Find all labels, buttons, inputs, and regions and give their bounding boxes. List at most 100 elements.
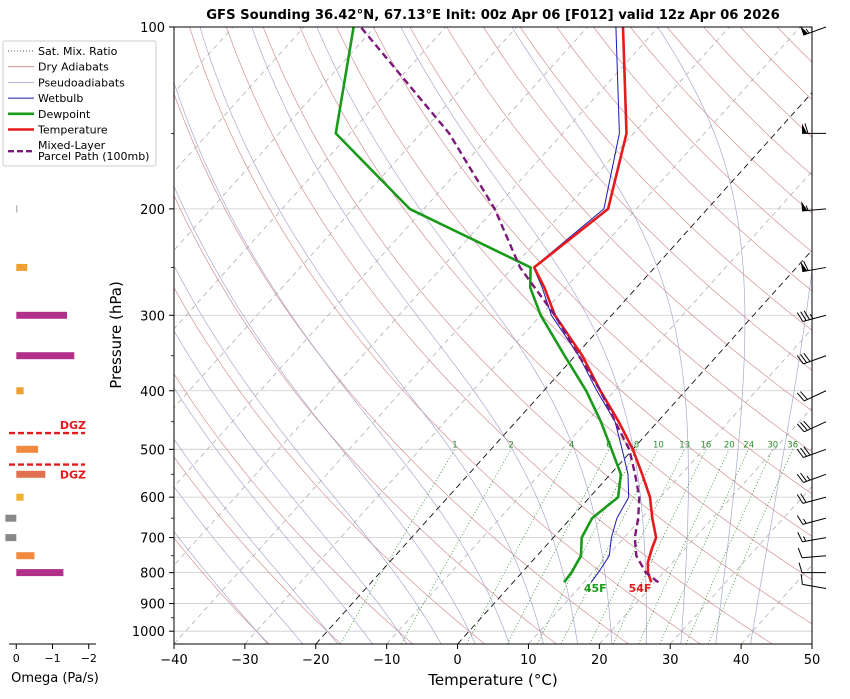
omega-tick-label: −2: [81, 652, 97, 665]
omega-panel: DGZ DGZ 0 −1 −2: [5, 205, 96, 665]
mixed-layer-parcel-path-mb-trace: [361, 27, 659, 582]
omega-bar: [16, 569, 63, 576]
wind-barb: [802, 123, 826, 133]
mixing-ratio-label: 20: [724, 440, 735, 450]
x-tick-label: 0: [453, 653, 461, 668]
x-tick-label: −30: [231, 653, 258, 668]
y-tick-label: 400: [140, 385, 165, 400]
mixing-ratio-label: 13: [679, 440, 690, 450]
x-tick-label: 20: [591, 653, 608, 668]
mixing-ratio-label: 16: [700, 440, 711, 450]
wind-barb: [801, 261, 826, 271]
dry-adiabat-line: [483, 27, 850, 644]
omega-tick-label: 0: [13, 652, 20, 665]
omega-bar: [16, 446, 38, 453]
pseudoadiabat-line: [200, 27, 543, 644]
mixing-ratio-label: 2: [508, 440, 513, 450]
wind-barb-staff: [802, 556, 826, 558]
pressure-gridlines: [174, 27, 812, 631]
omega-bar: [16, 312, 67, 319]
y-tick-label: 1000: [132, 625, 165, 640]
wind-barb-staff: [802, 584, 826, 588]
dgz-label: DGZ: [60, 419, 86, 432]
wind-barb-flag: [798, 532, 803, 541]
mixing-ratio-line: [340, 449, 455, 644]
legend: Sat. Mix. Ratio Dry Adiabats Pseudoadiabat…: [3, 41, 156, 166]
pseudoadiabat-line: [751, 27, 822, 644]
legend-label: Pseudoadiabats: [38, 76, 125, 89]
omega-bar: [16, 387, 23, 394]
omega-bar: [16, 552, 34, 559]
dgz-label: DGZ: [60, 469, 86, 482]
mixing-ratio-line: [507, 449, 609, 644]
wind-barb-half-flag: [807, 476, 810, 480]
wind-barb-staff: [803, 518, 826, 524]
omega-bar: [5, 515, 16, 522]
mixing-ratio-label: 24: [743, 440, 754, 450]
surface-value-label: 45F: [584, 582, 607, 595]
isotherm-line: [812, 27, 850, 644]
omega-tick-label: −1: [44, 652, 60, 665]
omega-bar: [16, 264, 27, 271]
y-tick-label: 300: [140, 309, 165, 324]
legend-label: Dewpoint: [38, 108, 91, 121]
x-tick-label: −20: [302, 653, 329, 668]
wind-barb-staff: [803, 497, 826, 503]
isotherm-line: [245, 27, 800, 644]
x-tick-label: −10: [373, 653, 400, 668]
mixing-ratio-label: 36: [787, 440, 798, 450]
y-axis-label: Pressure (hPa): [107, 281, 125, 389]
mixing-ratio-lines: [340, 449, 792, 644]
legend-label: Dry Adiabats: [38, 61, 109, 74]
isotherm-line: [387, 27, 850, 644]
mixing-ratio-label: 30: [767, 440, 778, 450]
wind-barb-staff: [802, 538, 826, 542]
pseudoadiabat-line: [158, 27, 510, 644]
dry-adiabat-line: [814, 27, 850, 644]
isotherm-line: [174, 27, 729, 644]
dry-adiabat-line: [226, 27, 772, 644]
legend-label: Temperature: [37, 124, 108, 137]
wind-barb-flag: [797, 516, 803, 525]
wind-barb-staff: [803, 315, 826, 321]
mixing-ratio-line: [708, 449, 793, 644]
x-tick-label: 30: [662, 653, 679, 668]
mixing-ratio-line: [613, 449, 706, 644]
isotherm-line: [528, 27, 850, 644]
sounding-traces: [336, 27, 659, 582]
y-tick-label: 900: [140, 598, 165, 613]
dry-adiabat-line: [667, 27, 850, 644]
dry-adiabat-line: [410, 27, 850, 644]
mixing-ratio-label: 1: [452, 440, 457, 450]
wind-barb-staff: [803, 474, 826, 482]
y-tick-label: 500: [140, 443, 165, 458]
legend-label: Wetbulb: [38, 92, 83, 105]
dry-adiabat-line: [447, 27, 850, 644]
y-tick-label: 700: [140, 532, 165, 547]
pseudoadiabat-line: [512, 27, 689, 644]
wind-barb-staff: [804, 391, 826, 401]
x-axis-label: Temperature (°C): [427, 671, 557, 689]
wind-barb-flag: [798, 548, 802, 558]
pseudoadiabat-line: [252, 27, 578, 644]
mixing-ratio-label: 10: [653, 440, 664, 450]
x-tick-label: 10: [520, 653, 537, 668]
key-isotherm-line: [458, 27, 850, 644]
y-tick-label: 600: [140, 491, 165, 506]
omega-bar: [16, 494, 23, 501]
mixing-ratio-label: 8: [634, 440, 639, 450]
omega-bar: [16, 471, 45, 478]
temperature-trace: [534, 27, 656, 582]
x-tick-label: 40: [733, 653, 750, 668]
legend-label: Sat. Mix. Ratio: [38, 45, 118, 58]
wind-barb-half-flag: [804, 537, 806, 542]
isotherm-line: [741, 27, 850, 644]
x-tick-label: 50: [804, 653, 821, 668]
y-tick-label: 100: [140, 21, 165, 36]
wind-barb: [801, 574, 826, 589]
dry-adiabat-line: [740, 27, 850, 644]
